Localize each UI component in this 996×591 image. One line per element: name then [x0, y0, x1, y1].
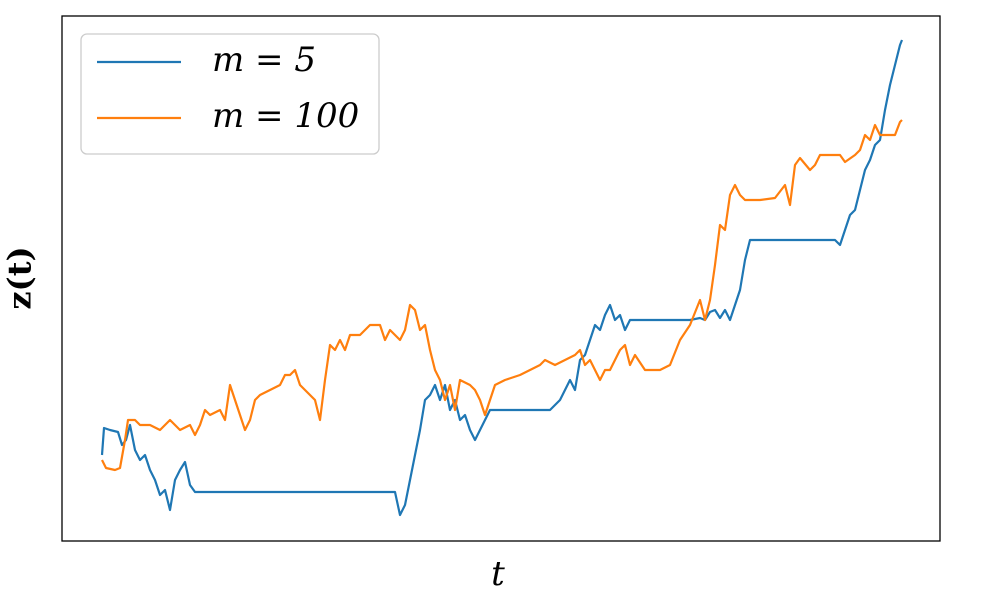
legend-box [80, 33, 380, 155]
series-line [101, 119, 903, 472]
plot-frame [61, 15, 941, 542]
legend-label: m = 5 [212, 40, 316, 80]
x-axis-label: t [491, 554, 505, 591]
y-axis-label: z(t) [1, 246, 39, 309]
series-line [100, 39, 904, 517]
legend-label: m = 100 [212, 96, 359, 136]
